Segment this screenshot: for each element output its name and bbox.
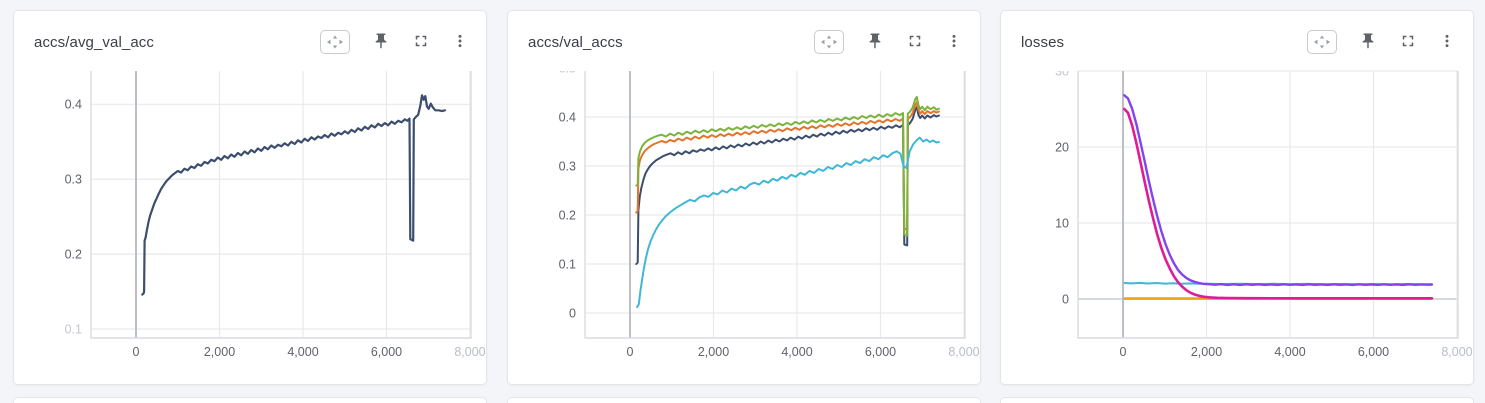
x-tick-label: 8,000 [1441,345,1472,359]
panel-header: accs/val_accs [508,11,980,67]
pin-button[interactable] [372,29,390,55]
y-tick-label: 30 [1055,64,1069,78]
x-tick-label: 4,000 [781,345,812,359]
pan-control-icon [320,30,350,54]
pin-icon [866,32,884,53]
chart-panel-losses: 0 10 20 30 0 2,000 4,000 6,000 8,000 losses [1000,10,1474,385]
series-val_acc_3 [636,136,940,309]
pan-control-icon [814,30,844,54]
panel-title: accs/avg_val_acc [34,33,154,51]
fullscreen-button[interactable] [412,29,430,55]
y-tick-label: 0.4 [559,110,576,124]
x-tick-label: 4,000 [1274,345,1305,359]
x-tick-label: 4,000 [287,345,318,359]
x-tick-label: 6,000 [1358,345,1389,359]
y-tick-label: 0.1 [559,257,576,271]
kebab-menu-icon [452,32,468,53]
x-tick-label: 0 [627,345,634,359]
series-avg_val_acc [141,94,446,296]
kebab-menu-button[interactable] [1439,29,1455,55]
plot-border [1077,71,1459,339]
kebab-menu-button[interactable] [946,29,962,55]
pin-icon [1359,32,1377,53]
plot-border [584,71,966,339]
pan-control-button[interactable] [1307,29,1337,55]
x-tick-label: 8,000 [948,345,979,359]
kebab-menu-button[interactable] [452,29,468,55]
y-tick-label: 0.1 [65,322,82,336]
x-tick-label: 6,000 [865,345,896,359]
fullscreen-icon [412,32,430,53]
panel-header: accs/avg_val_acc [14,11,486,67]
next-row-panel-top [13,397,487,403]
fullscreen-button[interactable] [906,29,924,55]
panel-toolbar [814,29,962,55]
panel-toolbar [320,29,468,55]
next-row-panel-top [1000,397,1474,403]
pan-control-icon [1307,30,1337,54]
x-tick-label: 6,000 [371,345,402,359]
pan-control-button[interactable] [320,29,350,55]
panel-title: accs/val_accs [528,33,623,51]
panel-header: losses [1001,11,1473,67]
y-tick-label: 0.5 [559,61,576,75]
kebab-menu-icon [1439,32,1455,53]
x-tick-label: 2,000 [1191,345,1222,359]
x-tick-label: 2,000 [698,345,729,359]
x-tick-label: 0 [1120,345,1127,359]
x-tick-label: 8,000 [454,345,485,359]
fullscreen-icon [906,32,924,53]
series-val_acc_2 [635,95,940,237]
fullscreen-icon [1399,32,1417,53]
y-tick-label: 0.2 [65,247,82,261]
series-loss_0 [1123,94,1434,287]
chart-panel-val-accs: 0 0.1 0.2 0.3 0.4 0.5 0 2,000 4,000 6,000 8,000 ac… [507,10,981,385]
plot-border [90,71,472,339]
y-tick-label: 10 [1055,216,1069,230]
y-tick-label: 0.3 [559,159,576,173]
panel-toolbar [1307,29,1455,55]
chart-canvas[interactable]: 0 0.1 0.2 0.3 0.4 0.5 0 2,000 4,000 6,000 8,000 [508,11,980,384]
chart-canvas[interactable]: 0 10 20 30 0 2,000 4,000 6,000 8,000 [1001,11,1473,384]
pin-button[interactable] [1359,29,1377,55]
pin-button[interactable] [866,29,884,55]
y-tick-label: 0.2 [559,208,576,222]
y-tick-label: 0 [569,306,576,320]
panel-title: losses [1021,33,1065,51]
chart-canvas[interactable]: 0.1 0.2 0.3 0.4 0 2,000 4,000 6,000 8,000 [14,11,486,384]
x-tick-label: 0 [133,345,140,359]
pan-control-button[interactable] [814,29,844,55]
pin-icon [372,32,390,53]
y-tick-label: 20 [1055,140,1069,154]
y-tick-label: 0 [1062,292,1069,306]
x-tick-label: 2,000 [204,345,235,359]
fullscreen-button[interactable] [1399,29,1417,55]
chart-svg: 0.1 0.2 0.3 0.4 0 2,000 4,000 6,000 8,000 [65,71,486,359]
series-val_acc_0 [635,106,940,265]
chart-panel-avg-val-acc: 0.1 0.2 0.3 0.4 0 2,000 4,000 6,000 8,000 accs/a… [13,10,487,385]
series-loss_1 [1123,107,1434,300]
next-row-panel-top [507,397,981,403]
y-tick-label: 0.3 [65,173,82,187]
chart-svg: 0 0.1 0.2 0.3 0.4 0.5 0 2,000 4,000 6,000 8,000 [559,61,980,359]
kebab-menu-icon [946,32,962,53]
chart-svg: 0 10 20 30 0 2,000 4,000 6,000 8,000 [1055,64,1473,359]
y-tick-label: 0.4 [65,98,82,112]
